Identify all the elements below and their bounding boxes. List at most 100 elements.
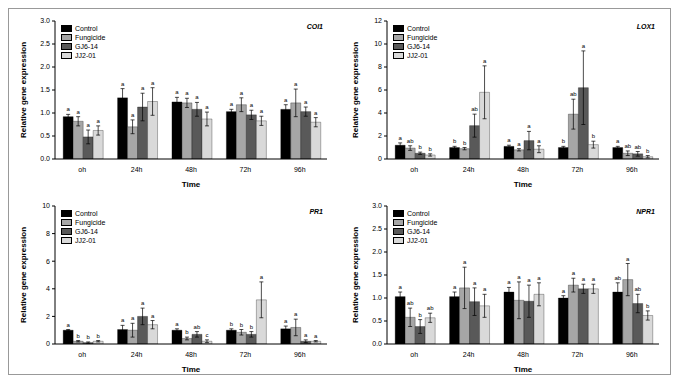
svg-text:72h: 72h [572, 350, 584, 357]
svg-text:b: b [646, 148, 650, 154]
svg-text:a: a [284, 318, 288, 324]
svg-text:48h: 48h [185, 166, 197, 173]
svg-text:2.5: 2.5 [372, 225, 382, 232]
svg-text:a: a [582, 276, 586, 282]
svg-text:8: 8 [46, 230, 50, 237]
svg-text:a: a [141, 85, 145, 91]
svg-text:0.0: 0.0 [40, 155, 50, 162]
svg-text:0.5: 0.5 [372, 317, 382, 324]
svg-text:ab: ab [427, 305, 434, 311]
svg-text:b: b [428, 146, 432, 152]
svg-text:0: 0 [46, 340, 50, 347]
svg-text:b: b [86, 333, 90, 339]
svg-text:1.0: 1.0 [372, 294, 382, 301]
svg-text:a: a [626, 255, 630, 261]
svg-text:a: a [398, 284, 402, 290]
svg-text:a: a [463, 259, 467, 265]
svg-text:Time: Time [514, 180, 533, 189]
svg-text:oh: oh [410, 350, 418, 357]
svg-text:a: a [507, 137, 511, 143]
svg-text:b: b [646, 302, 650, 308]
svg-text:a: a [141, 300, 145, 306]
svg-text:ab: ab [634, 144, 641, 150]
svg-text:48h: 48h [517, 166, 529, 173]
svg-text:Time: Time [182, 180, 201, 189]
svg-text:b: b [453, 138, 457, 144]
svg-text:24h: 24h [131, 166, 143, 173]
svg-text:a: a [250, 102, 254, 108]
svg-text:a: a [517, 273, 521, 279]
svg-text:b: b [96, 332, 100, 338]
svg-text:10: 10 [42, 202, 50, 209]
svg-text:a: a [616, 138, 620, 144]
svg-text:a: a [592, 276, 596, 282]
svg-text:72h: 72h [240, 166, 252, 173]
svg-text:a: a [294, 81, 298, 87]
svg-text:a: a [175, 320, 179, 326]
svg-text:96h: 96h [626, 166, 638, 173]
svg-text:b: b [418, 144, 422, 150]
svg-text:ab: ab [471, 106, 478, 112]
svg-text:a: a [517, 141, 521, 147]
svg-text:1.5: 1.5 [40, 86, 50, 93]
svg-text:a: a [453, 284, 457, 290]
svg-text:a: a [86, 122, 90, 128]
svg-text:a: a [121, 317, 125, 323]
svg-text:24h: 24h [131, 350, 143, 357]
svg-text:a: a [66, 321, 70, 327]
svg-text:3.0: 3.0 [372, 202, 382, 209]
svg-text:0.0: 0.0 [372, 340, 382, 347]
svg-text:8: 8 [378, 63, 382, 70]
svg-text:48h: 48h [185, 350, 197, 357]
svg-text:a: a [304, 99, 308, 105]
svg-text:c: c [205, 331, 208, 337]
svg-text:a: a [230, 101, 234, 107]
svg-text:oh: oh [78, 350, 86, 357]
svg-text:a: a [483, 58, 487, 64]
svg-text:a: a [96, 118, 100, 124]
svg-text:a: a [562, 287, 566, 293]
svg-text:4: 4 [378, 109, 382, 116]
svg-text:a: a [537, 138, 541, 144]
svg-text:a: a [572, 270, 576, 276]
svg-text:a: a [131, 315, 135, 321]
svg-text:a: a [294, 311, 298, 317]
svg-text:96h: 96h [294, 166, 306, 173]
svg-text:2.0: 2.0 [40, 63, 50, 70]
svg-text:Time: Time [182, 365, 201, 374]
svg-text:a: a [185, 90, 189, 96]
svg-text:a: a [537, 274, 541, 280]
svg-text:2.5: 2.5 [40, 40, 50, 47]
svg-text:Relative gene expression: Relative gene expression [19, 42, 28, 138]
svg-text:a: a [582, 43, 586, 49]
svg-text:ab: ab [407, 138, 414, 144]
svg-text:a: a [260, 108, 264, 114]
svg-text:a: a [304, 331, 308, 337]
svg-text:a: a [66, 106, 70, 112]
svg-text:a: a [398, 135, 402, 141]
svg-text:Relative gene expression: Relative gene expression [19, 226, 28, 322]
svg-text:24h: 24h [463, 350, 475, 357]
svg-text:a: a [483, 286, 487, 292]
svg-text:a: a [131, 112, 135, 118]
svg-text:a: a [175, 89, 179, 95]
svg-text:48h: 48h [517, 350, 529, 357]
svg-text:ab: ab [614, 274, 621, 280]
svg-text:a: a [527, 123, 531, 129]
svg-text:a: a [76, 109, 80, 115]
svg-text:a: a [151, 80, 155, 86]
svg-text:b: b [185, 329, 189, 335]
svg-text:a: a [284, 97, 288, 103]
svg-text:b: b [240, 321, 244, 327]
svg-text:b: b [418, 311, 422, 317]
svg-text:a: a [473, 279, 477, 285]
svg-text:b: b [463, 140, 467, 146]
svg-text:a: a [314, 110, 318, 116]
svg-text:ab: ab [407, 300, 414, 306]
svg-text:0.5: 0.5 [40, 132, 50, 139]
svg-text:ab: ab [624, 143, 631, 149]
svg-text:a: a [527, 277, 531, 283]
svg-text:b: b [76, 332, 80, 338]
svg-text:oh: oh [78, 166, 86, 173]
svg-text:a: a [195, 94, 199, 100]
